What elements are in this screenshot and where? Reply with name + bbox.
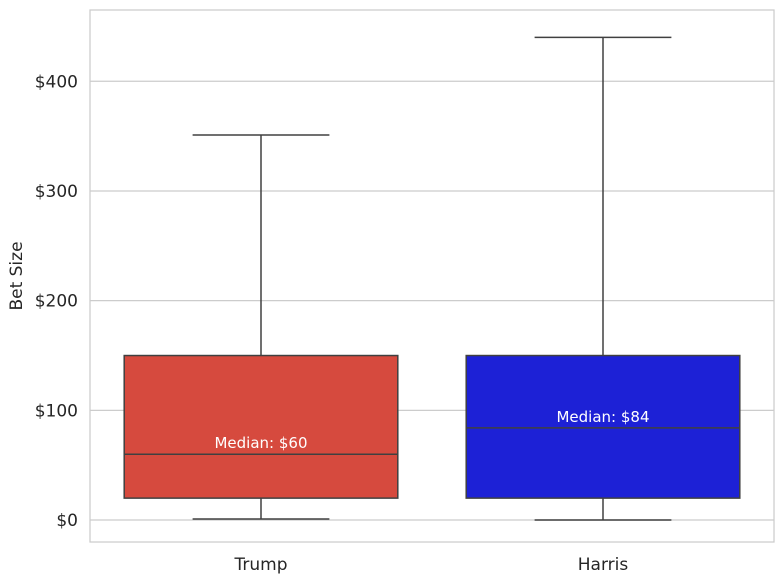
y-axis-ticks: $0 $100 $200 $300 $400 [35, 72, 78, 531]
iqr-box [123, 354, 399, 499]
median-label: Median: $84 [556, 408, 649, 426]
y-axis-title: Bet Size [7, 241, 27, 310]
y-tick-label: $400 [35, 72, 78, 92]
box-harris: Median: $84 [465, 36, 741, 521]
y-tick-label: $0 [56, 511, 78, 531]
y-tick-label: $100 [35, 401, 78, 421]
median-label: Median: $60 [214, 434, 307, 452]
box-trump: Median: $60 [123, 134, 399, 520]
y-tick-label: $200 [35, 292, 78, 312]
boxes-group: Median: $60 Median: $84 [123, 36, 741, 521]
y-tick-label: $300 [35, 182, 78, 202]
x-tick-label: Trump [233, 555, 287, 575]
x-tick-label: Harris [578, 555, 629, 575]
iqr-box [465, 354, 741, 499]
x-axis-ticks: Trump Harris [233, 555, 628, 575]
plot-frame [89, 9, 775, 543]
